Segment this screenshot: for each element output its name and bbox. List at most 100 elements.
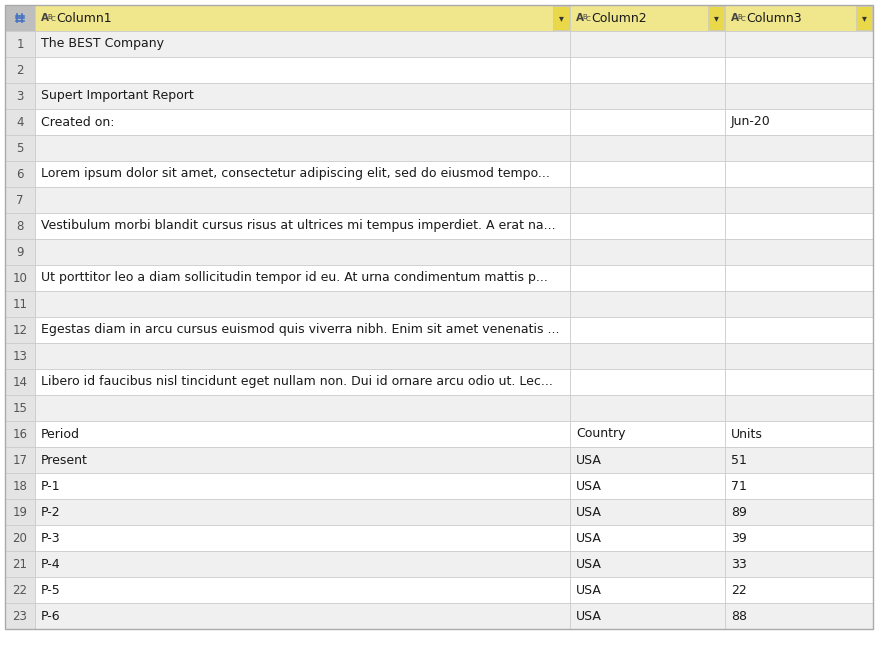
Bar [35,499,569,525]
Text: C: C [585,16,590,22]
Text: ▾: ▾ [713,13,717,23]
Text: 17: 17 [12,453,27,466]
Bar [724,603,872,629]
Bar [569,603,724,629]
Text: Lorem ipsum dolor sit amet, consectetur adipiscing elit, sed do eiusmod tempo...: Lorem ipsum dolor sit amet, consectetur … [41,167,549,180]
Bar [569,577,724,603]
Text: Egestas diam in arcu cursus euismod quis viverra nibh. Enim sit amet venenatis .: Egestas diam in arcu cursus euismod quis… [41,324,559,337]
Bar [5,421,35,447]
Text: 7: 7 [17,194,24,207]
Bar [569,57,724,83]
Bar [5,135,35,161]
Bar [35,577,569,603]
Text: 3: 3 [17,90,24,103]
Bar [569,291,724,317]
Bar [724,473,872,499]
Text: 11: 11 [12,298,27,311]
Bar [5,265,35,291]
Bar [569,343,724,369]
Text: 9: 9 [17,245,24,258]
Text: P-3: P-3 [41,532,61,545]
Bar [35,343,569,369]
Bar [35,551,569,577]
Bar [724,343,872,369]
Bar [724,395,872,421]
Bar [35,291,569,317]
Bar [35,447,569,473]
Bar [569,473,724,499]
Text: Column3: Column3 [745,12,801,25]
Text: B: B [736,14,741,20]
Text: USA: USA [575,479,602,492]
Bar [5,83,35,109]
Bar [5,291,35,317]
Text: P-6: P-6 [41,609,61,623]
Bar [5,603,35,629]
Bar [35,213,569,239]
Bar [724,239,872,265]
Bar [569,213,724,239]
Bar [5,395,35,421]
Bar [5,5,35,31]
Bar [35,395,569,421]
Text: P-1: P-1 [41,479,61,492]
Bar [35,317,569,343]
Text: B: B [47,14,52,20]
Bar [707,6,724,30]
Bar [569,5,724,31]
Bar [5,499,35,525]
Text: USA: USA [575,506,602,519]
Bar [569,31,724,57]
Bar [569,369,724,395]
Text: A: A [41,13,49,23]
Bar [724,213,872,239]
Bar [569,265,724,291]
Text: USA: USA [575,583,602,596]
Bar [35,5,569,31]
Text: Present: Present [41,453,88,466]
Bar [5,525,35,551]
Bar [855,6,871,30]
Text: Supert Important Report: Supert Important Report [41,90,194,103]
Bar [724,317,872,343]
Bar [5,187,35,213]
Text: USA: USA [575,532,602,545]
Text: USA: USA [575,557,602,570]
Bar [5,317,35,343]
Bar [5,551,35,577]
Text: 20: 20 [12,532,27,545]
Bar [569,109,724,135]
Bar [569,135,724,161]
Bar [35,57,569,83]
Text: 8: 8 [17,220,24,233]
Text: USA: USA [575,453,602,466]
Text: USA: USA [575,609,602,623]
Bar [724,499,872,525]
Bar [35,239,569,265]
Text: Ut porttitor leo a diam sollicitudin tempor id eu. At urna condimentum mattis p.: Ut porttitor leo a diam sollicitudin tem… [41,271,547,284]
Bar [5,213,35,239]
Bar [724,109,872,135]
Text: 51: 51 [731,453,746,466]
Bar [569,421,724,447]
Text: 33: 33 [731,557,746,570]
Bar [569,525,724,551]
Text: A: A [731,13,738,23]
Bar [5,577,35,603]
Text: P-2: P-2 [41,506,61,519]
Bar [724,135,872,161]
Text: Jun-20: Jun-20 [731,116,770,129]
Bar [569,447,724,473]
Text: 4: 4 [17,116,24,129]
Text: Column1: Column1 [56,12,111,25]
Bar [35,161,569,187]
Text: 10: 10 [12,271,27,284]
Text: Units: Units [731,428,762,441]
Bar [724,83,872,109]
Text: 18: 18 [12,479,27,492]
Text: ▾: ▾ [860,13,866,23]
Text: The BEST Company: The BEST Company [41,37,164,50]
Bar [35,187,569,213]
Bar [5,161,35,187]
Text: P-5: P-5 [41,583,61,596]
